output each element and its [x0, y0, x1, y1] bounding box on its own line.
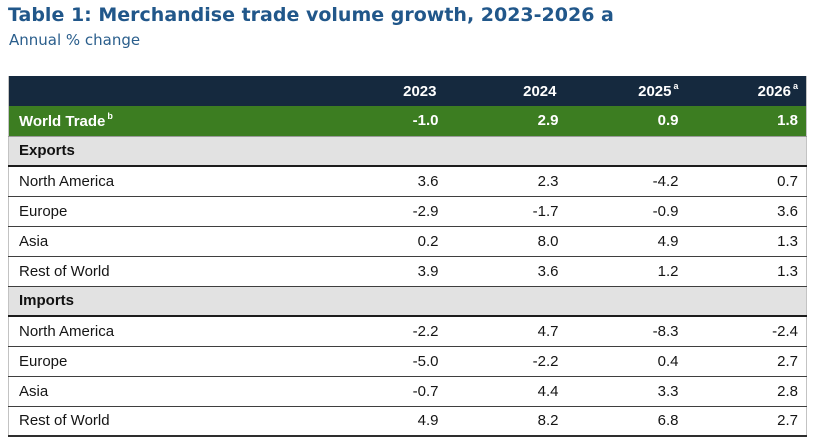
year-header-2023: 2023 [327, 76, 447, 106]
value-cell: 4.9 [417, 412, 439, 430]
row-imports-asia: Asia -0.7 4.4 3.3 2.8 [8, 376, 807, 406]
value-cell: 3.6 [537, 262, 559, 280]
value-cell: 4.4 [537, 382, 559, 400]
value-cell: 4.7 [537, 322, 559, 340]
empty-header-cell [9, 76, 327, 106]
value-cell: 3.6 [777, 202, 798, 220]
footnote-marker: a [792, 81, 798, 91]
year-header-2026: 2026 a [687, 76, 807, 106]
row-label: Europe [19, 202, 68, 220]
row-label: Asia [19, 232, 49, 250]
value-cell: -2.2 [532, 352, 559, 370]
value-cell: -5.0 [412, 352, 439, 370]
value-cell: -0.7 [412, 382, 439, 400]
value-cell: 1.8 [777, 112, 798, 130]
year-label: 2025 [638, 83, 672, 100]
value-cell: 4.9 [657, 232, 679, 250]
row-label: North America [19, 172, 115, 190]
value-cell: -0.9 [652, 202, 679, 220]
world-trade-label-cell: World Trade b [9, 106, 327, 136]
year-label: 2024 [523, 83, 557, 100]
row-exports-north-america: North America 3.6 2.3 -4.2 0.7 [8, 166, 807, 196]
value-cell: 0.2 [417, 232, 439, 250]
value-cell: -2.9 [412, 202, 439, 220]
value-cell: -4.2 [652, 172, 679, 190]
value-cell: 0.7 [777, 172, 798, 190]
value-cell: 1.2 [657, 262, 679, 280]
row-label: Europe [19, 352, 68, 370]
value-cell: 1.3 [777, 232, 798, 250]
year-header-2025: 2025 a [567, 76, 687, 106]
row-label: Rest of World [19, 412, 110, 430]
table-subtitle: Annual % change [9, 31, 141, 49]
value-cell: -2.4 [772, 322, 798, 340]
footnote-marker: a [673, 81, 679, 91]
row-imports-north-america: North America -2.2 4.7 -8.3 -2.4 [8, 316, 807, 346]
value-cell: 3.3 [657, 382, 679, 400]
value-cell: 2.9 [537, 112, 559, 130]
value-cell: 6.8 [657, 412, 679, 430]
row-imports-europe: Europe -5.0 -2.2 0.4 2.7 [8, 346, 807, 376]
value-cell: 3.9 [417, 262, 439, 280]
value-cell: 2.8 [777, 382, 798, 400]
value-cell: 0.9 [657, 112, 679, 130]
trade-volume-table: 2023 2024 2025 a 2026 a World Trade b -1.0 … [8, 76, 807, 437]
row-label: World Trade [19, 112, 106, 130]
section-header-imports: Imports [8, 286, 807, 316]
year-header-row: 2023 2024 2025 a 2026 a [8, 76, 807, 106]
value-cell: -2.2 [412, 322, 439, 340]
value-cell: 0.4 [657, 352, 679, 370]
footnote-marker: b [107, 110, 113, 121]
value-cell: 2.7 [777, 412, 798, 430]
row-label: North America [19, 322, 115, 340]
year-label: 2026 [757, 83, 791, 100]
row-exports-europe: Europe -2.9 -1.7 -0.9 3.6 [8, 196, 807, 226]
year-label: 2023 [403, 83, 437, 100]
world-trade-row: World Trade b -1.0 2.9 0.9 1.8 [8, 106, 807, 136]
value-cell: 2.3 [537, 172, 559, 190]
value-cell: 1.3 [777, 262, 798, 280]
row-imports-rest-of-world: Rest of World 4.9 8.2 6.8 2.7 [8, 406, 807, 436]
row-label: Asia [19, 382, 49, 400]
year-header-2024: 2024 [447, 76, 567, 106]
value-cell: 8.0 [537, 232, 559, 250]
section-label: Imports [19, 292, 75, 310]
value-cell: -8.3 [652, 322, 679, 340]
value-cell: 8.2 [537, 412, 559, 430]
table-title: Table 1: Merchandise trade volume growth… [8, 4, 614, 26]
row-label: Rest of World [19, 262, 110, 280]
section-label: Exports [19, 142, 75, 160]
value-cell: 3.6 [417, 172, 439, 190]
section-header-exports: Exports [8, 136, 807, 166]
value-cell: -1.7 [532, 202, 559, 220]
row-exports-rest-of-world: Rest of World 3.9 3.6 1.2 1.3 [8, 256, 807, 286]
value-cell: -1.0 [412, 112, 439, 130]
row-exports-asia: Asia 0.2 8.0 4.9 1.3 [8, 226, 807, 256]
value-cell: 2.7 [777, 352, 798, 370]
